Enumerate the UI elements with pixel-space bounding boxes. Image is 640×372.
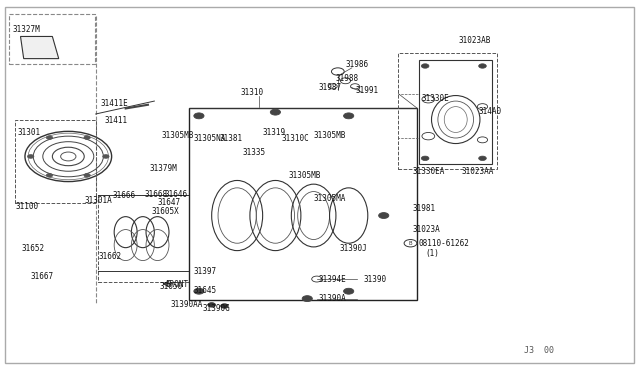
Text: 31310C: 31310C	[282, 134, 310, 143]
Text: 31305MB: 31305MB	[288, 171, 321, 180]
Text: 31023AA: 31023AA	[461, 167, 494, 176]
Text: B: B	[409, 241, 412, 246]
Text: 314A0: 314A0	[478, 107, 501, 116]
Text: 31381: 31381	[220, 134, 243, 143]
Text: 31987: 31987	[319, 83, 342, 92]
Text: 31605X: 31605X	[151, 207, 179, 217]
Text: 31411E: 31411E	[100, 99, 128, 108]
Circle shape	[208, 303, 216, 307]
Text: 31652: 31652	[22, 244, 45, 253]
Circle shape	[46, 136, 52, 140]
Text: 31330EA: 31330EA	[412, 167, 445, 176]
Circle shape	[84, 173, 90, 177]
Text: 31411: 31411	[104, 116, 128, 125]
Text: 31305NA: 31305NA	[194, 134, 226, 143]
Text: 31390J: 31390J	[339, 244, 367, 253]
Text: 31319: 31319	[262, 128, 286, 137]
Bar	[15, 119, 96, 203]
Circle shape	[84, 136, 90, 140]
Text: 31330E: 31330E	[422, 94, 450, 103]
Text: 31379M: 31379M	[149, 164, 177, 173]
Text: 31647: 31647	[157, 198, 180, 207]
Circle shape	[194, 113, 204, 119]
Text: 31397: 31397	[194, 267, 217, 276]
Text: 31310: 31310	[241, 89, 264, 97]
Text: 31305MB: 31305MB	[314, 131, 346, 140]
Text: 08110-61262: 08110-61262	[419, 239, 470, 248]
Circle shape	[479, 64, 486, 68]
Circle shape	[344, 113, 354, 119]
Bar	[398, 53, 497, 169]
Text: 31390G: 31390G	[203, 304, 230, 313]
Text: 31981: 31981	[412, 204, 436, 214]
Text: 31667: 31667	[30, 272, 53, 281]
Circle shape	[270, 109, 280, 115]
Text: (1): (1)	[425, 249, 439, 258]
Text: 31662: 31662	[99, 251, 122, 261]
Bar	[189, 109, 417, 301]
Text: 31390AA: 31390AA	[170, 300, 203, 310]
Text: 31668: 31668	[145, 190, 168, 199]
Text: 31645: 31645	[194, 286, 217, 295]
Text: 31301A: 31301A	[84, 196, 112, 205]
Text: 31986: 31986	[346, 60, 369, 69]
Circle shape	[28, 155, 34, 158]
Polygon shape	[20, 36, 59, 59]
Text: 31327M: 31327M	[13, 25, 40, 33]
Text: 31023AB: 31023AB	[459, 36, 492, 45]
Text: 31988: 31988	[335, 74, 358, 83]
Text: 31646: 31646	[164, 190, 188, 199]
Text: 31335: 31335	[243, 148, 266, 157]
Circle shape	[46, 173, 52, 177]
Text: 31305MA: 31305MA	[314, 195, 346, 203]
Text: 31390: 31390	[364, 275, 387, 283]
Text: 31100: 31100	[15, 202, 38, 211]
Bar	[99, 195, 189, 282]
Circle shape	[479, 156, 486, 161]
Circle shape	[221, 304, 228, 308]
Text: 31023A: 31023A	[412, 225, 440, 234]
Text: 31305MB: 31305MB	[162, 131, 195, 140]
Circle shape	[379, 212, 389, 218]
Circle shape	[421, 64, 429, 68]
Text: 31301: 31301	[17, 128, 40, 137]
Circle shape	[102, 155, 109, 158]
Text: 31666: 31666	[113, 191, 136, 200]
Bar	[419, 61, 492, 164]
Text: 31394E: 31394E	[319, 275, 346, 283]
Bar	[9, 14, 95, 64]
Text: 31991: 31991	[356, 86, 379, 95]
Circle shape	[344, 288, 354, 294]
Text: 31650: 31650	[159, 282, 182, 291]
Text: J3  00: J3 00	[524, 346, 554, 355]
Text: 31390A: 31390A	[319, 294, 346, 303]
Circle shape	[421, 156, 429, 161]
Text: FRONT: FRONT	[165, 280, 188, 289]
Circle shape	[194, 288, 204, 294]
Circle shape	[302, 296, 312, 302]
